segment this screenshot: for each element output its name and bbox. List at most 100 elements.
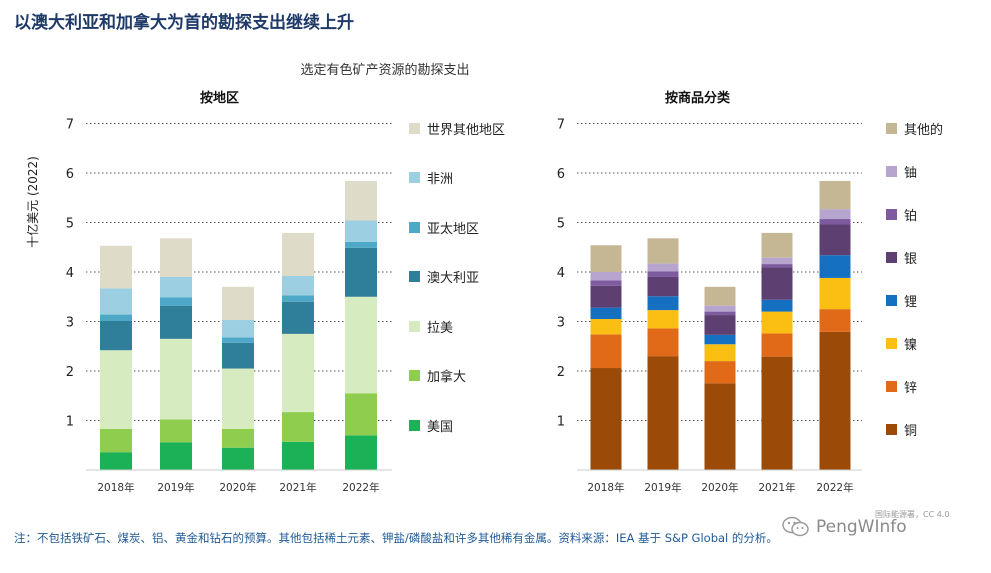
- bar-segment-region: [222, 447, 254, 470]
- bar-segment-commodity: [704, 315, 736, 335]
- legend-swatch: [409, 419, 420, 431]
- bar-segment-commodity: [590, 245, 622, 272]
- bar-segment-commodity: [761, 299, 793, 312]
- bar-segment-commodity: [761, 267, 793, 300]
- bar-segment-commodity: [647, 276, 679, 297]
- legend-item-region: 非洲: [409, 168, 549, 188]
- legend-swatch: [886, 337, 897, 349]
- bar-segment-region: [100, 452, 132, 470]
- y-tick-label-region: 7: [66, 118, 74, 133]
- legend-label: 铂: [904, 208, 918, 224]
- bar-segment-commodity: [761, 264, 793, 268]
- legend-swatch: [409, 370, 420, 381]
- legend-label: 世界其他地区: [427, 122, 506, 138]
- bar-segment-region: [345, 247, 377, 297]
- bar-segment-region: [345, 180, 377, 221]
- legend-label: 镍: [904, 337, 918, 353]
- legend-swatch: [409, 122, 420, 134]
- bar-segment-region: [345, 241, 377, 248]
- bar-segment-commodity: [819, 180, 851, 210]
- y-tick-label-region: 5: [66, 217, 74, 232]
- bar-segment-commodity: [819, 209, 851, 220]
- bar-segment-commodity: [761, 333, 793, 357]
- bar-segment-region: [160, 338, 192, 420]
- bar-segment-commodity: [761, 257, 793, 265]
- bar-segment-region: [222, 337, 254, 343]
- y-tick-label-commodity: 7: [557, 118, 565, 133]
- wechat-icon: [782, 516, 809, 537]
- bar-segment-region: [345, 393, 377, 436]
- y-tick-label-commodity: 5: [557, 217, 565, 232]
- x-tick-label-region: 2018年: [97, 481, 134, 494]
- bar-segment-commodity: [647, 328, 679, 357]
- bar-segment-region: [282, 232, 314, 276]
- bar-segment-commodity: [819, 309, 851, 332]
- legend-label: 锂: [904, 294, 918, 310]
- bar-segment-commodity: [647, 263, 679, 272]
- legend-item-commodity: 镍: [886, 333, 991, 353]
- bar-segment-commodity: [704, 305, 736, 312]
- bar-segment-region: [222, 368, 254, 429]
- legend-swatch: [886, 208, 897, 220]
- legend-item-commodity: 铂: [886, 204, 991, 224]
- bar-segment-region: [160, 305, 192, 339]
- bar-segment-region: [282, 412, 314, 442]
- x-tick-label-region: 2021年: [279, 481, 316, 494]
- legend-item-commodity: 银: [886, 247, 991, 267]
- bar-segment-region: [160, 238, 192, 277]
- x-tick-label-commodity: 2020年: [701, 481, 738, 494]
- legend-label: 铀: [904, 165, 918, 181]
- watermark: PengWInfo 国际能源署，CC 4.0: [780, 506, 980, 546]
- legend-swatch: [409, 320, 420, 332]
- bar-segment-commodity: [590, 272, 622, 281]
- legend-swatch: [886, 380, 897, 392]
- x-tick-label-region: 2019年: [157, 481, 194, 494]
- bar-segment-region: [100, 245, 132, 289]
- legend-label: 锌: [904, 380, 918, 396]
- y-tick-label-region: 1: [66, 415, 74, 430]
- bar-segment-region: [282, 275, 314, 296]
- bar-segment-commodity: [704, 383, 736, 470]
- legend-label: 铜: [904, 423, 918, 439]
- bar-segment-region: [282, 295, 314, 302]
- legend-swatch: [886, 423, 897, 435]
- bar-segment-commodity: [761, 232, 793, 258]
- chart-title-commodity: 按商品分类: [665, 91, 731, 106]
- y-tick-label-commodity: 3: [557, 316, 565, 331]
- y-tick-label-commodity: 6: [557, 167, 565, 182]
- bar-segment-commodity: [819, 224, 851, 256]
- legend-swatch: [409, 172, 420, 183]
- legend-label: 澳大利亚: [427, 271, 480, 286]
- bar-segment-commodity: [647, 271, 679, 277]
- y-tick-label-commodity: 4: [557, 266, 565, 281]
- chart-subtitle: 选定有色矿产资源的勘探支出: [300, 63, 470, 78]
- bar-segment-region: [100, 350, 132, 429]
- bar-segment-region: [345, 435, 377, 470]
- bar-segment-region: [160, 276, 192, 298]
- bar-segment-region: [282, 441, 314, 470]
- watermark-brand: PengWInfo: [816, 517, 907, 537]
- y-tick-label-region: 2: [66, 365, 74, 380]
- bar-segment-commodity: [704, 334, 736, 345]
- bar-segment-commodity: [704, 361, 736, 384]
- legend-item-region: 加拿大: [409, 366, 549, 386]
- bar-segment-commodity: [647, 238, 679, 264]
- legend-item-commodity: 铜: [886, 419, 991, 439]
- x-tick-label-commodity: 2022年: [816, 481, 853, 494]
- x-tick-label-commodity: 2021年: [758, 481, 795, 494]
- x-tick-label-commodity: 2018年: [587, 481, 624, 494]
- bar-segment-region: [100, 428, 132, 453]
- legend-item-commodity: 锌: [886, 376, 991, 396]
- bar-segment-region: [282, 301, 314, 334]
- bar-segment-commodity: [647, 356, 679, 470]
- legend-item-region: 拉美: [409, 316, 549, 336]
- bar-segment-commodity: [590, 280, 622, 286]
- bar-segment-commodity: [590, 285, 622, 308]
- bar-segment-region: [222, 286, 254, 321]
- y-tick-label-region: 6: [66, 167, 74, 182]
- legend-swatch: [886, 165, 897, 177]
- chart-region: 1 2 3 4 5 6 7 2018年 2019年 2020年 2021年 2022年: [66, 118, 392, 494]
- legend-item-commodity: 其他的: [886, 118, 991, 138]
- bar-segment-commodity: [647, 310, 679, 329]
